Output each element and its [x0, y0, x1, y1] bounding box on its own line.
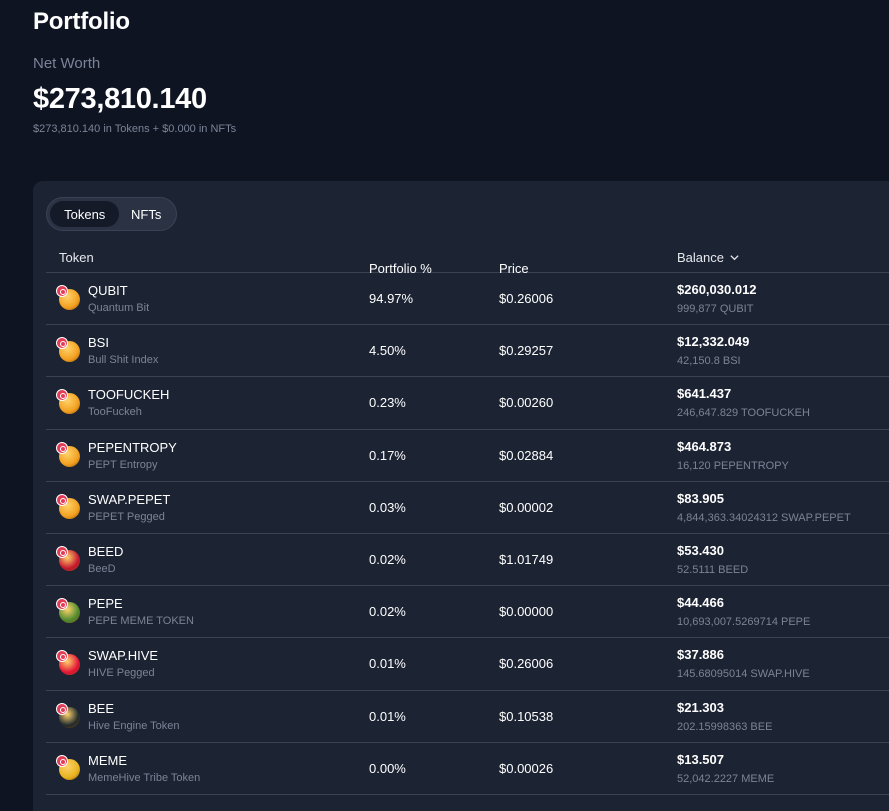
tab-nfts[interactable]: NFTs [131, 206, 162, 222]
token-name: TooFuckeh [88, 406, 142, 419]
token-balance-quantity: 999,877 QUBIT [677, 303, 754, 315]
column-header-price[interactable]: Price [499, 261, 529, 276]
token-symbol[interactable]: SWAP.HIVE [88, 648, 159, 664]
token-balance-quantity: 145.68095014 SWAP.HIVE [677, 668, 810, 681]
token-balance-quantity: 10,693,007.5269714 PEPE [677, 616, 811, 629]
table-row[interactable]: QUBIT Quantum Bit 94.97% $0.26006 $260,0… [46, 273, 889, 326]
column-header-balance[interactable]: Balance [677, 250, 740, 265]
token-price: $0.26006 [499, 291, 554, 306]
token-balance-usd: $641.437 [677, 386, 732, 402]
token-balance-quantity: 4,844,363.34024312 SWAP.PEPET [677, 511, 851, 524]
token-symbol[interactable]: PEPE [88, 596, 123, 612]
table-row[interactable]: PEPENTROPY PEPT Entropy 0.17% $0.02884 $… [46, 430, 889, 482]
token-symbol[interactable]: TOOFUCKEH [88, 387, 170, 403]
token-list: QUBIT Quantum Bit 94.97% $0.26006 $260,0… [46, 273, 889, 795]
token-symbol[interactable]: BSI [88, 335, 109, 351]
token-balance-usd: $37.886 [677, 647, 724, 663]
token-balance-usd: $13.507 [677, 751, 724, 767]
token-name: Quantum Bit [88, 302, 150, 314]
token-balance-quantity: 52.5111 BEED [677, 563, 749, 576]
token-balance-quantity: 16,120 PEPENTROPY [677, 459, 789, 472]
column-header-balance-label: Balance [677, 250, 724, 265]
table-row[interactable]: PEPE PEPE MEME TOKEN 0.02% $0.00000 $44.… [46, 586, 889, 639]
token-price: $0.02884 [499, 447, 554, 463]
token-portfolio-pct: 0.17% [369, 447, 406, 463]
hive-engine-badge-icon [56, 754, 68, 767]
hive-engine-badge-icon [56, 598, 68, 611]
token-balance-usd: $53.430 [677, 542, 724, 558]
token-symbol[interactable]: BEED [88, 543, 124, 559]
net-worth-value: $273,810.140 [33, 83, 207, 115]
hive-engine-badge-icon [56, 337, 68, 350]
token-name: PEPT Entropy [88, 458, 158, 471]
token-balance-quantity: 42,150.8 BSI [677, 355, 741, 368]
tab-switcher: Tokens NFTs [46, 197, 177, 231]
table-header: Token Portfolio % Price Balance [46, 243, 889, 276]
table-row[interactable]: SWAP.PEPET PEPET Pegged 0.03% $0.00002 $… [46, 482, 889, 534]
token-balance-quantity: 52,042.2227 MEME [677, 772, 775, 785]
token-balance-usd: $44.466 [677, 595, 724, 611]
table-row[interactable]: BEED BeeD 0.02% $1.01749 $53.430 52.5111… [46, 534, 889, 587]
token-name: PEPET Pegged [88, 510, 165, 523]
hive-engine-badge-icon [56, 493, 68, 506]
column-header-portfolio-pct[interactable]: Portfolio % [369, 261, 432, 276]
token-portfolio-pct: 0.03% [369, 499, 406, 515]
column-header-token[interactable]: Token [59, 250, 94, 265]
token-portfolio-pct: 0.02% [369, 551, 406, 567]
token-symbol[interactable]: SWAP.PEPET [88, 491, 171, 507]
token-name: PEPE MEME TOKEN [88, 615, 194, 628]
net-worth-breakdown: $273,810.140 in Tokens + $0.000 in NFTs [33, 123, 237, 135]
tab-tokens[interactable]: Tokens [50, 201, 120, 227]
token-price: $0.29257 [499, 343, 554, 359]
hive-engine-badge-icon [56, 389, 68, 402]
token-symbol[interactable]: PEPENTROPY [88, 439, 177, 455]
token-symbol[interactable]: BEE [88, 700, 115, 716]
hive-engine-badge-icon [56, 441, 68, 454]
token-name: MemeHive Tribe Token [88, 771, 201, 784]
table-row[interactable]: BEE Hive Engine Token 0.01% $0.10538 $21… [46, 691, 889, 743]
hive-engine-badge-icon [56, 285, 68, 297]
token-price: $1.01749 [499, 551, 554, 567]
hive-engine-badge-icon [56, 702, 68, 715]
page-title: Portfolio [33, 8, 130, 35]
token-balance-usd: $83.905 [677, 490, 724, 506]
token-portfolio-pct: 0.23% [369, 395, 406, 411]
token-portfolio-pct: 0.02% [369, 604, 406, 620]
token-symbol[interactable]: MEME [88, 752, 127, 768]
token-balance-usd: $260,030.012 [677, 282, 757, 297]
token-price: $0.00000 [499, 604, 554, 620]
token-price: $0.00260 [499, 395, 554, 411]
token-balance-usd: $464.873 [677, 438, 732, 454]
token-portfolio-pct: 94.97% [369, 291, 414, 306]
token-price: $0.10538 [499, 708, 554, 724]
portfolio-panel: Tokens NFTs Token Portfolio % Price Bala… [33, 181, 889, 811]
token-portfolio-pct: 4.50% [369, 343, 406, 359]
token-name: Bull Shit Index [88, 354, 159, 367]
net-worth-label: Net Worth [33, 55, 101, 72]
token-balance-quantity: 246,647.829 TOOFUCKEH [677, 407, 810, 420]
token-portfolio-pct: 0.01% [369, 656, 406, 672]
token-portfolio-pct: 0.01% [369, 708, 406, 724]
table-row[interactable]: SWAP.HIVE HIVE Pegged 0.01% $0.26006 $37… [46, 638, 889, 691]
token-price: $0.26006 [499, 656, 554, 672]
hive-engine-badge-icon [56, 545, 68, 558]
table-row[interactable]: BSI Bull Shit Index 4.50% $0.29257 $12,3… [46, 325, 889, 378]
token-symbol[interactable]: QUBIT [88, 283, 128, 298]
table-row[interactable]: TOOFUCKEH TooFuckeh 0.23% $0.00260 $641.… [46, 377, 889, 430]
token-balance-usd: $21.303 [677, 699, 724, 715]
token-name: HIVE Pegged [88, 667, 155, 680]
token-balance-usd: $12,332.049 [677, 334, 750, 350]
token-price: $0.00026 [499, 760, 554, 776]
table-row[interactable]: MEME MemeHive Tribe Token 0.00% $0.00026… [46, 743, 889, 795]
token-name: BeeD [88, 562, 116, 575]
token-name: Hive Engine Token [88, 719, 180, 732]
token-price: $0.00002 [499, 499, 554, 515]
token-balance-quantity: 202.15998363 BEE [677, 720, 773, 733]
chevron-down-icon [730, 255, 739, 261]
hive-engine-badge-icon [56, 650, 68, 663]
token-portfolio-pct: 0.00% [369, 760, 406, 776]
